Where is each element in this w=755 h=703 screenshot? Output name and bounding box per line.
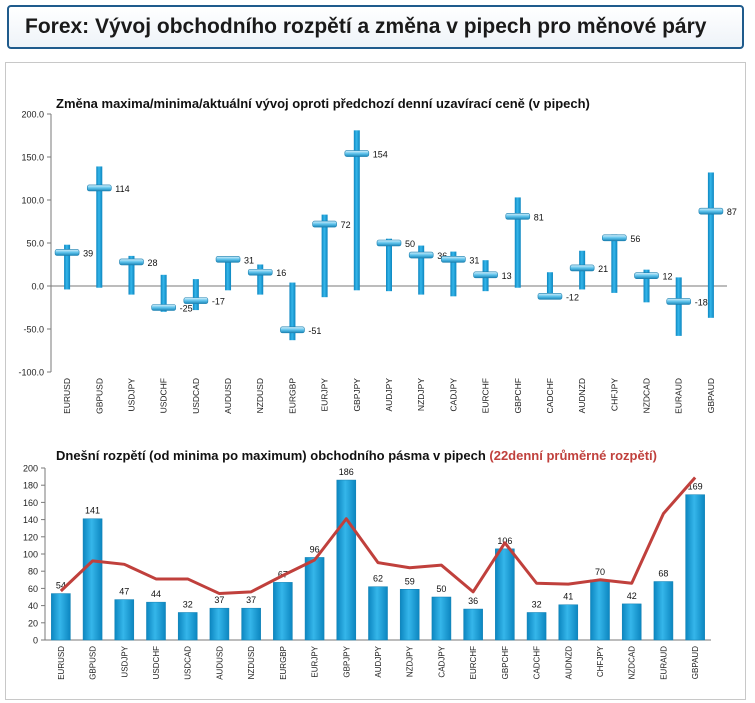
- header-box: Forex: Vývoj obchodního rozpětí a změna …: [7, 5, 744, 49]
- charts-panel: [5, 62, 746, 700]
- page-title: Forex: Vývoj obchodního rozpětí a změna …: [25, 15, 707, 38]
